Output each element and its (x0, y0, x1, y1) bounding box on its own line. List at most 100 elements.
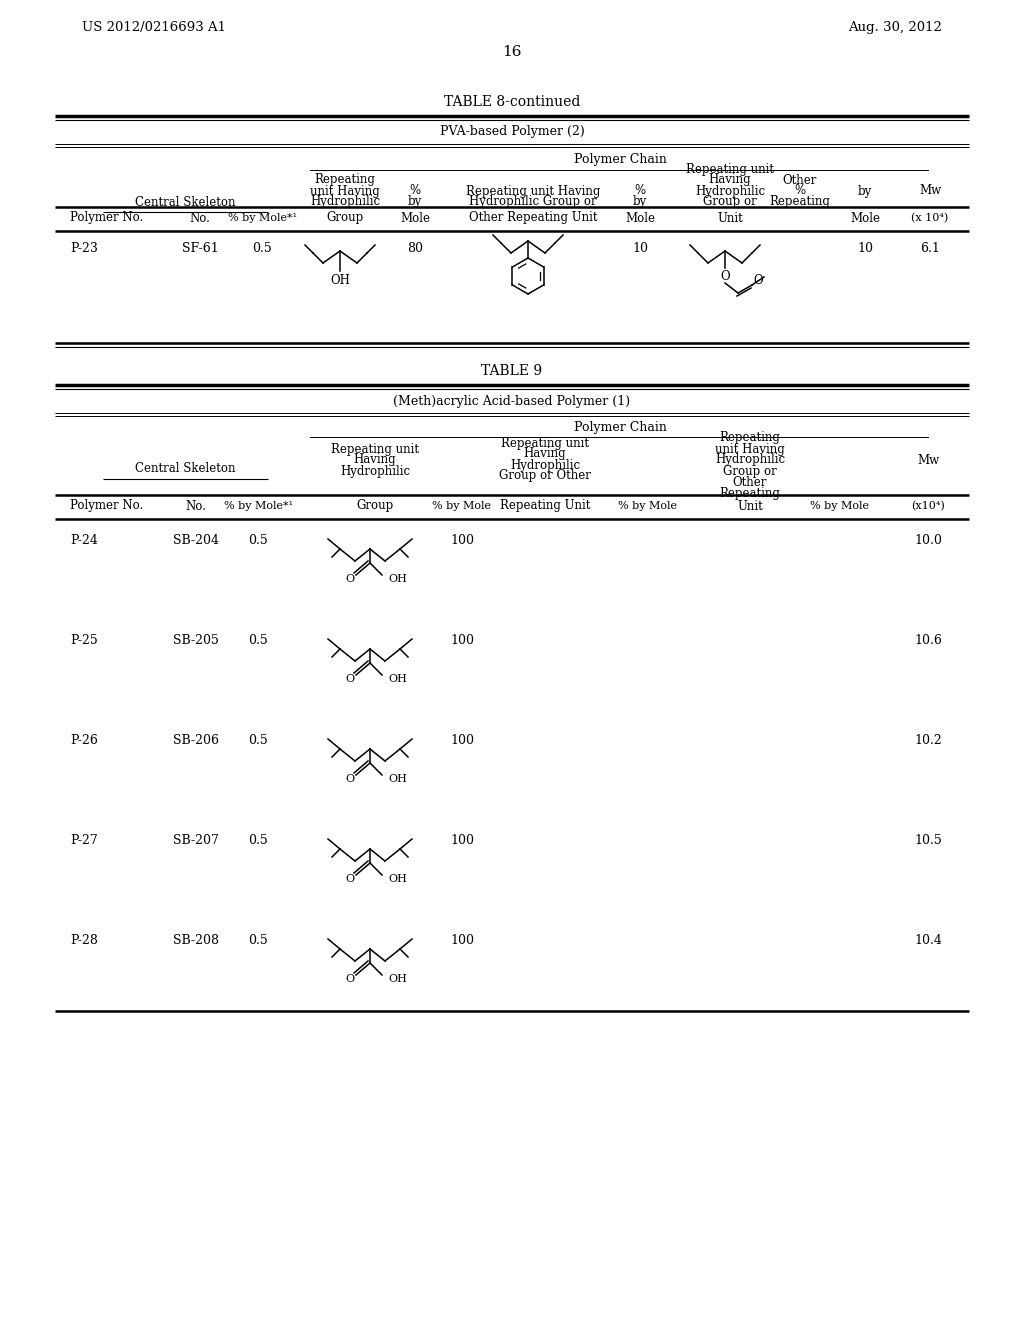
Text: Mole: Mole (625, 211, 655, 224)
Text: Mw: Mw (919, 185, 941, 198)
Text: OH: OH (388, 874, 407, 884)
Text: SF-61: SF-61 (181, 242, 218, 255)
Text: 10.0: 10.0 (914, 535, 942, 548)
Text: Unit: Unit (717, 211, 742, 224)
Text: O: O (720, 271, 730, 284)
Text: SB-208: SB-208 (173, 935, 219, 948)
Text: Hydrophilic: Hydrophilic (510, 458, 580, 471)
Text: 100: 100 (450, 535, 474, 548)
Text: O: O (345, 874, 354, 884)
Text: Having: Having (353, 454, 396, 466)
Text: Other: Other (733, 475, 767, 488)
Text: Polymer No.: Polymer No. (70, 211, 143, 224)
Text: % by Mole*¹: % by Mole*¹ (223, 502, 293, 511)
Text: 6.1: 6.1 (920, 242, 940, 255)
Text: Central Skeleton: Central Skeleton (135, 462, 236, 475)
Text: O: O (345, 974, 354, 983)
Text: 100: 100 (450, 635, 474, 648)
Text: % by Mole: % by Mole (618, 502, 678, 511)
Text: P-23: P-23 (70, 242, 98, 255)
Text: Repeating: Repeating (720, 432, 780, 445)
Text: Repeating unit Having: Repeating unit Having (466, 185, 600, 198)
Text: unit Having: unit Having (715, 442, 784, 455)
Text: 10.4: 10.4 (914, 935, 942, 948)
Text: 16: 16 (502, 45, 522, 59)
Text: P-28: P-28 (70, 935, 98, 948)
Text: Other Repeating Unit: Other Repeating Unit (469, 211, 597, 224)
Text: %: % (795, 185, 806, 198)
Text: SB-204: SB-204 (173, 535, 219, 548)
Text: Repeating: Repeating (720, 487, 780, 499)
Text: Mw: Mw (916, 454, 939, 466)
Text: Repeating unit: Repeating unit (686, 162, 774, 176)
Text: (x 10⁴): (x 10⁴) (911, 213, 948, 223)
Text: No.: No. (185, 499, 207, 512)
Text: Repeating unit: Repeating unit (501, 437, 589, 450)
Text: Hydrophilic: Hydrophilic (715, 454, 785, 466)
Text: % by Mole*¹: % by Mole*¹ (227, 213, 297, 223)
Text: O: O (345, 675, 354, 684)
Text: OH: OH (388, 574, 407, 583)
Text: 80: 80 (407, 242, 423, 255)
Text: Hydrophilic Group or: Hydrophilic Group or (469, 195, 597, 209)
Text: O: O (754, 275, 763, 288)
Text: PVA-based Polymer (2): PVA-based Polymer (2) (439, 125, 585, 139)
Text: TABLE 8-continued: TABLE 8-continued (443, 95, 581, 110)
Text: P-27: P-27 (70, 834, 97, 847)
Text: Mole: Mole (400, 211, 430, 224)
Text: by: by (858, 185, 872, 198)
Text: Hydrophilic: Hydrophilic (310, 195, 380, 209)
Text: by: by (408, 195, 422, 209)
Text: SB-207: SB-207 (173, 834, 219, 847)
Text: Other: Other (782, 173, 817, 186)
Text: 10: 10 (857, 242, 873, 255)
Text: P-24: P-24 (70, 535, 98, 548)
Text: 10: 10 (632, 242, 648, 255)
Text: P-25: P-25 (70, 635, 97, 648)
Text: 10.2: 10.2 (914, 734, 942, 747)
Text: unit Having: unit Having (310, 185, 380, 198)
Text: % by Mole: % by Mole (432, 502, 492, 511)
Text: Mole: Mole (850, 211, 880, 224)
Text: SB-206: SB-206 (173, 734, 219, 747)
Text: 10.6: 10.6 (914, 635, 942, 648)
Text: Polymer No.: Polymer No. (70, 499, 143, 512)
Text: 0.5: 0.5 (248, 635, 268, 648)
Text: Repeating: Repeating (314, 173, 376, 186)
Text: Group: Group (356, 499, 393, 512)
Text: SB-205: SB-205 (173, 635, 219, 648)
Text: OH: OH (388, 974, 407, 983)
Text: 0.5: 0.5 (248, 935, 268, 948)
Text: (x10⁴): (x10⁴) (911, 500, 945, 511)
Text: by: by (633, 195, 647, 209)
Text: 10.5: 10.5 (914, 834, 942, 847)
Text: Repeating unit: Repeating unit (331, 442, 419, 455)
Text: O: O (345, 574, 354, 583)
Text: Polymer Chain: Polymer Chain (573, 421, 667, 434)
Text: O: O (345, 774, 354, 784)
Text: Having: Having (709, 173, 752, 186)
Text: Repeating: Repeating (770, 195, 830, 209)
Text: Group: Group (327, 211, 364, 224)
Text: (Meth)acrylic Acid-based Polymer (1): (Meth)acrylic Acid-based Polymer (1) (393, 395, 631, 408)
Text: Having: Having (523, 447, 566, 461)
Text: TABLE 9: TABLE 9 (481, 364, 543, 378)
Text: Aug. 30, 2012: Aug. 30, 2012 (848, 21, 942, 33)
Text: 0.5: 0.5 (248, 834, 268, 847)
Text: 100: 100 (450, 935, 474, 948)
Text: %: % (410, 185, 421, 198)
Text: 100: 100 (450, 834, 474, 847)
Text: Group or Other: Group or Other (499, 470, 591, 483)
Text: Hydrophilic: Hydrophilic (695, 185, 765, 198)
Text: %: % (635, 185, 645, 198)
Text: Group or: Group or (703, 195, 757, 209)
Text: No.: No. (189, 211, 211, 224)
Text: OH: OH (330, 275, 350, 288)
Text: 100: 100 (450, 734, 474, 747)
Text: OH: OH (388, 774, 407, 784)
Text: OH: OH (388, 675, 407, 684)
Text: 0.5: 0.5 (248, 734, 268, 747)
Text: 0.5: 0.5 (248, 535, 268, 548)
Text: Polymer Chain: Polymer Chain (573, 153, 667, 166)
Text: Repeating Unit: Repeating Unit (500, 499, 590, 512)
